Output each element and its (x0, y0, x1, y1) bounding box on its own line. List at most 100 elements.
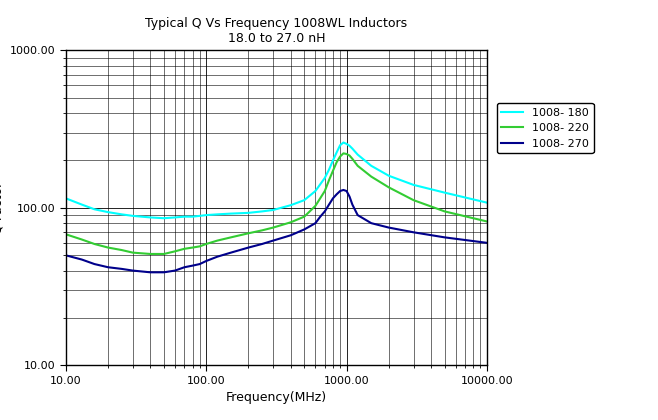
1008- 270 (321, 209, 329, 214)
1008- 220 (311, 203, 319, 208)
1008- 270 (171, 268, 179, 273)
1008- 220 (367, 174, 375, 179)
1008- 180 (118, 212, 126, 217)
1008- 270 (78, 257, 86, 262)
1008- 270 (409, 230, 417, 235)
1008- 270 (118, 266, 126, 271)
1008- 180 (189, 214, 197, 219)
1008- 220 (78, 237, 86, 242)
1008- 180 (160, 216, 168, 221)
1008- 270 (91, 262, 99, 267)
1008- 270 (160, 270, 168, 275)
1008- 220 (227, 235, 235, 240)
1008- 220 (245, 231, 253, 236)
1008- 220 (104, 245, 112, 250)
1008- 180 (336, 143, 344, 148)
1008- 220 (348, 156, 356, 161)
1008- 180 (321, 176, 329, 181)
1008- 180 (146, 215, 154, 220)
1008- 220 (287, 220, 295, 225)
1008- 270 (180, 265, 188, 270)
1008- 220 (385, 185, 393, 190)
Line: 1008- 220: 1008- 220 (66, 153, 487, 254)
1008- 270 (385, 225, 393, 230)
1008- 180 (258, 209, 266, 214)
1008- 270 (245, 245, 253, 250)
1008- 220 (329, 168, 337, 173)
1008- 180 (340, 140, 347, 145)
1008- 220 (213, 238, 221, 243)
1008- 220 (354, 163, 362, 168)
1008- 270 (287, 233, 295, 238)
1008- 270 (227, 250, 235, 255)
1008- 180 (180, 214, 188, 219)
1008- 220 (269, 225, 277, 230)
1008- 220 (409, 198, 417, 203)
1008- 270 (329, 196, 337, 201)
Y-axis label: Q Factor: Q Factor (0, 182, 4, 234)
1008- 270 (104, 265, 112, 270)
1008- 180 (483, 200, 491, 205)
1008- 180 (287, 203, 295, 208)
1008- 180 (129, 213, 137, 218)
1008- 180 (354, 152, 362, 157)
1008- 270 (146, 270, 154, 275)
1008- 270 (367, 220, 375, 226)
1008- 270 (316, 214, 324, 219)
1008- 220 (441, 209, 449, 214)
1008- 270 (202, 258, 210, 263)
1008- 180 (385, 173, 393, 178)
1008- 270 (345, 194, 353, 199)
1008- 270 (300, 227, 308, 232)
1008- 220 (160, 252, 168, 257)
1008- 180 (345, 143, 353, 148)
1008- 220 (196, 244, 204, 249)
1008- 180 (300, 198, 308, 203)
1008- 270 (213, 254, 221, 259)
1008- 220 (343, 152, 351, 157)
1008- 270 (333, 192, 341, 197)
1008- 180 (202, 213, 210, 218)
1008- 180 (62, 196, 70, 201)
1008- 220 (180, 246, 188, 251)
1008- 220 (91, 241, 99, 247)
1008- 220 (118, 247, 126, 252)
1008- 270 (483, 240, 491, 245)
1008- 270 (354, 213, 362, 218)
1008- 220 (336, 154, 344, 159)
1008- 270 (269, 238, 277, 243)
Legend: 1008- 180, 1008- 220, 1008- 270: 1008- 180, 1008- 220, 1008- 270 (497, 103, 594, 153)
1008- 270 (325, 202, 333, 207)
1008- 270 (348, 202, 356, 207)
1008- 270 (196, 262, 204, 267)
1008- 270 (311, 220, 319, 226)
1008- 180 (311, 189, 319, 194)
1008- 220 (300, 214, 308, 219)
1008- 270 (258, 241, 266, 247)
1008- 270 (129, 268, 137, 273)
1008- 180 (196, 213, 204, 218)
1008- 180 (329, 158, 337, 163)
1008- 220 (345, 153, 353, 158)
X-axis label: Frequency(MHz): Frequency(MHz) (226, 391, 327, 404)
1008- 220 (171, 249, 179, 254)
1008- 180 (333, 150, 341, 155)
1008- 220 (258, 228, 266, 233)
1008- 220 (146, 252, 154, 257)
1008- 180 (348, 146, 356, 151)
1008- 270 (340, 187, 347, 192)
1008- 180 (409, 182, 417, 187)
1008- 270 (189, 263, 197, 268)
1008- 220 (62, 232, 70, 237)
1008- 220 (129, 250, 137, 255)
1008- 270 (441, 235, 449, 240)
Title: Typical Q Vs Frequency 1008WL Inductors
18.0 to 27.0 nH: Typical Q Vs Frequency 1008WL Inductors … (145, 17, 407, 45)
Line: 1008- 180: 1008- 180 (66, 142, 487, 218)
1008- 270 (62, 253, 70, 258)
1008- 180 (245, 210, 253, 215)
1008- 180 (227, 211, 235, 216)
1008- 270 (343, 189, 351, 194)
Line: 1008- 270: 1008- 270 (66, 190, 487, 272)
1008- 220 (325, 178, 333, 183)
1008- 180 (441, 190, 449, 195)
